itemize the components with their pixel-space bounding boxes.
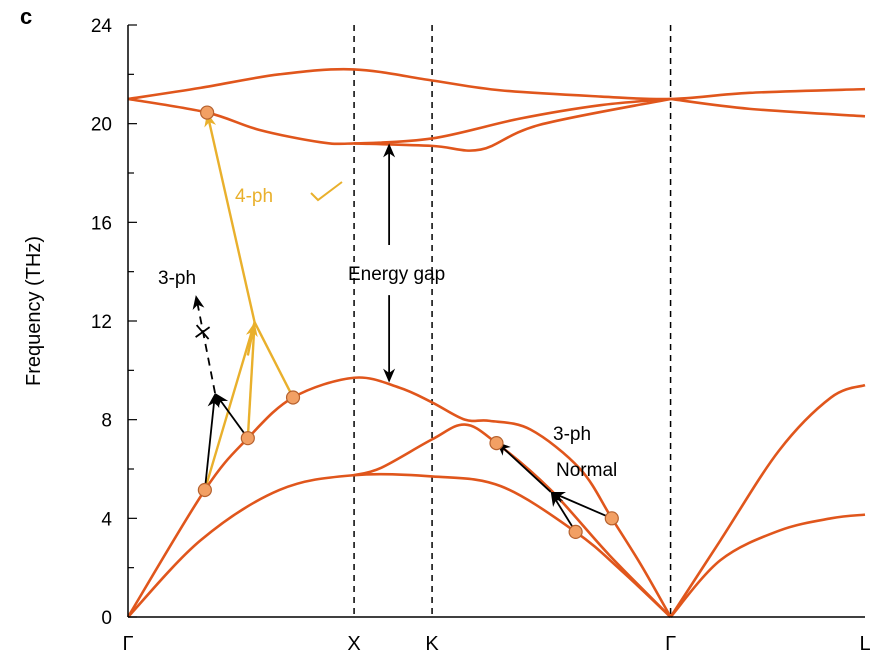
y-tick-label: 20 [91, 115, 112, 136]
x-tick-label: X [347, 633, 360, 655]
phonon-mode-marker [197, 482, 212, 498]
y-tick-label: 24 [91, 16, 113, 37]
y-axis-label: Frequency (THz) [23, 236, 45, 386]
phonon-mode-marker [604, 511, 619, 526]
transition-arrow [196, 302, 216, 394]
phonon-mode-marker [489, 436, 504, 451]
phonon-branch-gl-upper [669, 383, 866, 618]
y-tick-label: 12 [91, 312, 112, 333]
y-tick-label: 0 [101, 608, 112, 629]
transition-arrow [246, 322, 256, 439]
panel-label: c [20, 4, 32, 29]
transition-arrow [501, 446, 552, 493]
phonon-branch-opt-mid-b [354, 97, 671, 152]
y-tick-label: 4 [101, 509, 112, 530]
phonon-mode-marker [200, 105, 215, 120]
arrowhead-icon [215, 393, 229, 408]
phonon-branch-ta2 [353, 423, 672, 618]
x-tick-label: K [425, 633, 439, 655]
transition-arrow [207, 120, 256, 323]
phonon-mode-marker [240, 431, 255, 446]
transition-arrow [246, 329, 255, 356]
transition-arrow [557, 494, 613, 520]
transition-arrow [203, 400, 216, 491]
y-tick-label: 16 [91, 213, 112, 234]
transition-arrow [203, 321, 256, 491]
arrowhead-icon [207, 393, 220, 408]
transition-arrow [219, 398, 249, 439]
arrowhead-icon [550, 491, 564, 507]
arrowhead-icon [245, 322, 258, 338]
x-tick-label: Γ [122, 633, 133, 655]
arrowhead-icon [383, 143, 396, 158]
annotation-3ph-left: 3-ph [158, 268, 196, 289]
annotation-normal: Normal [556, 460, 617, 481]
arrowhead-icon [192, 295, 205, 310]
x-tick-label: Γ [665, 633, 676, 655]
phonon-branch-ta1 [127, 472, 672, 618]
annotation-4ph: 4-ph [235, 186, 273, 207]
phonon-mode-marker [285, 390, 301, 405]
y-tick-label: 8 [101, 411, 112, 432]
transition-arrow [253, 321, 295, 399]
arrowhead-icon [383, 368, 396, 383]
phonon-branch-gl-lower [669, 513, 866, 618]
phonon-mode-marker [568, 524, 583, 540]
annotation-3ph-right: 3-ph [553, 424, 591, 445]
phonon-branch-opt-gl-lower [670, 97, 866, 118]
phonon-branch-la [126, 376, 672, 618]
annotation-energy-gap: Energy gap [348, 264, 445, 285]
x-tick-label: L [859, 633, 870, 655]
phonon-branch-opt-top [127, 67, 866, 101]
forbidden-cross-icon [195, 324, 211, 340]
check-mark-icon [310, 181, 343, 202]
